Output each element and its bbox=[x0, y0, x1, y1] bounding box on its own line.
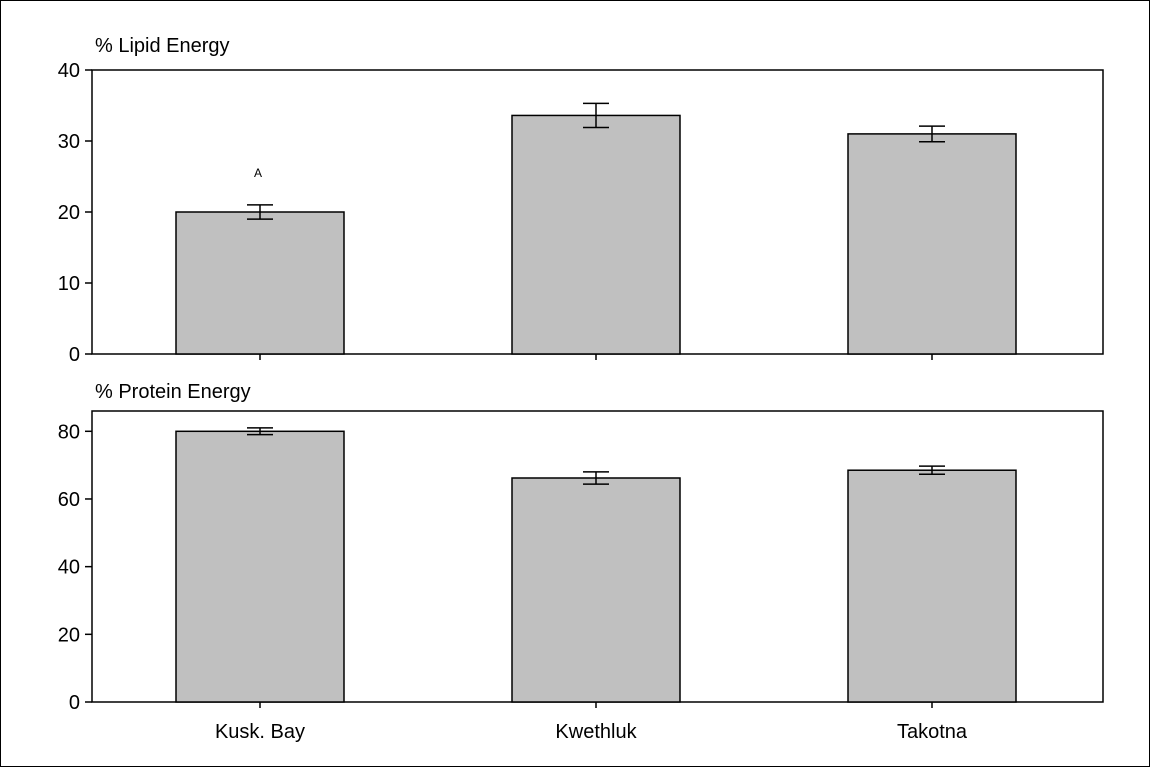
lipid-marks: 0 10 20 30 40 A bbox=[58, 60, 1017, 366]
protein-bar bbox=[511, 477, 681, 703]
x-tick-label: Kusk. Bay bbox=[215, 721, 305, 743]
x-axis-labels: Kusk. Bay Kwethluk Takotna bbox=[215, 721, 968, 743]
lipid-ytick-label: 30 bbox=[58, 131, 80, 153]
protein-panel-title: % Protein Energy bbox=[95, 381, 251, 403]
x-tick-label: Takotna bbox=[897, 721, 968, 743]
lipid-panel-title: % Lipid Energy bbox=[95, 35, 230, 57]
lipid-ytick-label: 10 bbox=[58, 273, 80, 295]
protein-ytick-label: 80 bbox=[58, 421, 80, 443]
x-tick-label: Kwethluk bbox=[555, 721, 637, 743]
lipid-ytick-label: 40 bbox=[58, 60, 80, 82]
protein-ytick-label: 60 bbox=[58, 489, 80, 511]
protein-ytick-label: 0 bbox=[69, 692, 80, 714]
protein-marks: 0 20 40 60 80 bbox=[58, 421, 1017, 714]
protein-ytick-label: 20 bbox=[58, 624, 80, 646]
lipid-bar bbox=[511, 114, 681, 355]
protein-ytick-label: 40 bbox=[58, 557, 80, 579]
lipid-panel: % Lipid Energy 0 10 20 30 40 A bbox=[58, 35, 1104, 366]
protein-panel: % Protein Energy 0 20 40 60 80 bbox=[58, 381, 1104, 714]
lipid-ytick-label: 20 bbox=[58, 202, 80, 224]
lipid-ytick-label: 0 bbox=[69, 344, 80, 366]
lipid-bar bbox=[847, 133, 1017, 355]
protein-bar bbox=[847, 469, 1017, 703]
lipid-annotation: A bbox=[254, 166, 262, 180]
lipid-bar bbox=[175, 211, 345, 355]
protein-bar bbox=[175, 430, 345, 703]
